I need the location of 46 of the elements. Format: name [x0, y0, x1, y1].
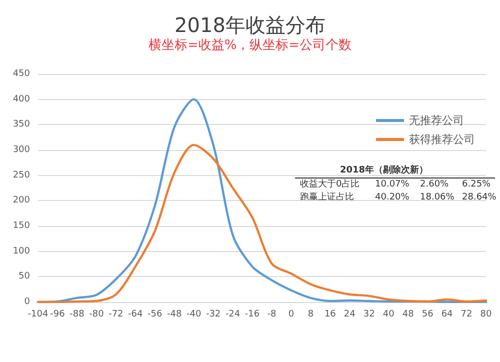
annotation: 2.60%: [420, 180, 450, 190]
x-tick-label: -56: [148, 310, 162, 320]
y-tick-label: 0: [24, 297, 30, 307]
annotation: 40.20%: [375, 192, 410, 202]
annotation: 2018年（剔除次新）: [340, 164, 428, 176]
x-tick-label: 48: [402, 310, 414, 320]
chart-subtitle: 横坐标=收益%，纵坐标=公司个数: [148, 38, 352, 53]
x-tick-label: 72: [460, 310, 472, 320]
legend-label: 无推荐公司: [409, 114, 464, 127]
y-tick-label: 150: [12, 221, 30, 231]
x-tick-label: 16: [324, 310, 336, 320]
legend-label: 获得推荐公司: [409, 133, 475, 146]
y-tick-label: 250: [12, 170, 30, 180]
x-tick-label: 8: [308, 310, 314, 320]
x-tick-label: 40: [382, 310, 395, 320]
y-tick-label: 400: [12, 94, 30, 104]
y-tick-label: 350: [12, 120, 30, 130]
y-tick-label: 200: [12, 196, 30, 206]
chart-title: 2018年收益分布: [174, 13, 326, 37]
x-tick-label: 80: [480, 310, 492, 320]
y-tick-label: 100: [12, 246, 30, 256]
x-tick-label: -32: [206, 310, 221, 320]
x-tick-label: 56: [422, 310, 434, 320]
x-tick-label: -24: [225, 310, 240, 320]
x-tick-label: 32: [363, 310, 375, 320]
x-tick-label: 64: [441, 310, 454, 320]
x-tick-label: 24: [344, 310, 356, 320]
y-tick-label: 50: [18, 272, 30, 282]
y-tick-label: 300: [12, 145, 30, 155]
annotation: 18.06%: [420, 192, 455, 202]
x-tick-label: -80: [89, 310, 104, 320]
annotation: 6.25%: [462, 180, 492, 190]
x-tick-label: -88: [70, 310, 85, 320]
x-tick-label: 0: [288, 310, 294, 320]
x-tick-label: -104: [28, 310, 48, 320]
x-tick-label: -16: [244, 310, 260, 320]
x-tick-label: -8: [267, 310, 276, 320]
annotation: 收益大于0占比: [300, 178, 360, 190]
annotation: 28.64%: [462, 192, 497, 202]
x-tick-label: -96: [50, 310, 66, 320]
x-tick-label: -40: [186, 310, 202, 320]
x-tick-label: -48: [166, 310, 182, 320]
x-tick-label: -64: [128, 310, 144, 320]
annotation: 10.07%: [375, 180, 410, 190]
x-tick-label: -72: [108, 310, 124, 320]
y-tick-label: 450: [12, 69, 30, 79]
